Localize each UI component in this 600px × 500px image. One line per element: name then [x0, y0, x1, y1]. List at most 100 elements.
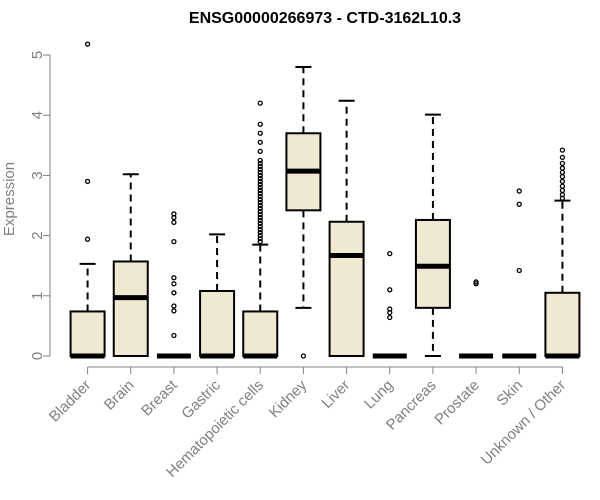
box-breast — [156, 211, 191, 359]
x-tick-label: Bladder — [46, 377, 95, 426]
box-body — [112, 260, 149, 357]
outlier-point — [387, 306, 393, 312]
y-tick-label: 2 — [29, 231, 46, 239]
outlier-point — [387, 287, 393, 293]
outlier-point — [257, 220, 263, 227]
outlier-point — [257, 184, 263, 191]
box-unknown-other — [544, 147, 581, 359]
chart-title: ENSG00000266973 - CTD-3162L10.3 — [189, 10, 461, 27]
outlier-point — [257, 229, 263, 236]
outlier-point — [516, 188, 522, 194]
outlier-point — [257, 169, 263, 176]
outlier-point — [171, 281, 177, 287]
box-body — [242, 310, 279, 357]
outlier-point — [559, 192, 566, 198]
outlier-point — [257, 148, 263, 154]
x-tick-label: Kidney — [266, 376, 311, 421]
outlier-point — [171, 211, 177, 217]
y-tick-label: 0 — [29, 352, 46, 360]
box-gastric — [199, 233, 236, 359]
outlier-point — [171, 332, 177, 339]
box-body — [69, 310, 106, 357]
outlier-point — [516, 201, 522, 207]
outlier-point — [559, 154, 566, 160]
outlier-point — [257, 100, 263, 106]
box-skin — [502, 188, 537, 359]
outlier-point — [257, 160, 263, 167]
box-lung — [372, 251, 407, 359]
outlier-point — [84, 236, 91, 242]
box-body — [544, 291, 581, 358]
outlier-point — [300, 353, 307, 359]
box-pancreas — [414, 113, 451, 357]
y-axis: 0 1 2 3 4 5 — [29, 51, 51, 360]
box-liver — [328, 99, 365, 357]
outlier-point — [84, 41, 91, 47]
outlier-point — [257, 157, 263, 164]
y-tick-label: 5 — [29, 51, 46, 59]
outlier-point — [257, 193, 263, 200]
x-tick-label: Liver — [318, 377, 353, 412]
outlier-point — [257, 187, 263, 194]
outlier-point — [559, 183, 566, 189]
outlier-point — [257, 226, 263, 233]
outlier-point — [257, 172, 263, 179]
outlier-point — [257, 235, 263, 242]
y-tick-label: 1 — [29, 292, 46, 300]
outlier-point — [559, 147, 566, 153]
outlier-point — [516, 267, 522, 274]
outlier-point — [257, 121, 263, 127]
outlier-point — [257, 163, 263, 170]
y-tick-label: 3 — [29, 171, 46, 179]
outlier-point — [559, 173, 566, 180]
outlier-point — [559, 169, 566, 176]
outlier-point — [387, 314, 393, 321]
box-series — [69, 41, 581, 359]
outlier-point — [257, 232, 263, 239]
outlier-point — [473, 279, 479, 285]
outlier-point — [257, 181, 263, 188]
outlier-point — [257, 217, 263, 224]
y-tick-label: 4 — [29, 111, 46, 119]
outlier-point — [257, 190, 263, 197]
outlier-point — [559, 165, 566, 171]
outlier-point — [559, 160, 566, 167]
box-body — [328, 220, 365, 357]
y-axis-label: Expression — [1, 162, 18, 236]
x-tick-label: Brain — [101, 377, 138, 414]
outlier-point — [171, 290, 177, 296]
box-prostate — [459, 279, 494, 359]
outlier-point — [257, 175, 263, 182]
x-tick-label: Breast — [138, 376, 181, 419]
outlier-point — [171, 219, 177, 226]
outlier-point — [257, 202, 263, 209]
x-tick-label: Lung — [361, 377, 397, 413]
outlier-point — [257, 211, 263, 218]
box-bladder — [69, 41, 106, 359]
outlier-point — [257, 166, 263, 173]
box-kidney — [285, 66, 322, 359]
outlier-point — [171, 303, 177, 309]
outlier-point — [257, 130, 263, 136]
outlier-point — [257, 238, 263, 245]
x-tick-label: Prostate — [431, 377, 483, 429]
outlier-point — [257, 223, 263, 230]
outlier-point — [473, 281, 479, 287]
outlier-point — [171, 275, 177, 281]
outlier-point — [257, 178, 263, 185]
outlier-point — [257, 139, 263, 145]
outlier-point — [559, 187, 566, 194]
outlier-point — [257, 196, 263, 203]
outlier-point — [171, 238, 177, 245]
box-hematopoietic-cells — [242, 100, 279, 359]
outlier-point — [257, 199, 263, 206]
box-brain — [112, 173, 149, 357]
outlier-point — [387, 251, 393, 257]
box-body — [199, 289, 236, 358]
outlier-point — [171, 308, 177, 314]
outlier-point — [84, 178, 91, 185]
outlier-point — [559, 178, 566, 185]
outlier-point — [257, 214, 263, 221]
